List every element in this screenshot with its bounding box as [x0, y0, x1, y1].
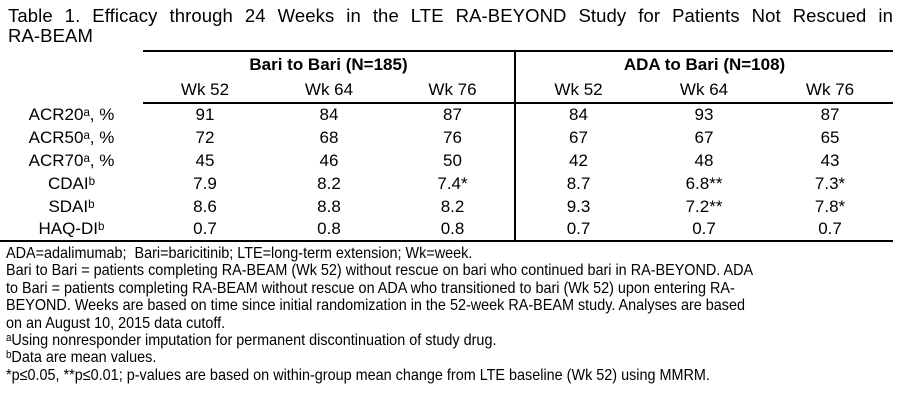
value-cell: 7.8* [814, 196, 846, 216]
week-header-row: Wk 52 Wk 64 Wk 76 Wk 52 Wk 64 Wk 76 [0, 78, 894, 104]
value-cell: 46 [319, 150, 339, 170]
week-header: Wk 76 [767, 78, 894, 104]
footnote-b: ᵇData are mean values. [6, 349, 157, 367]
value-cell: 8.6 [193, 196, 217, 216]
value-cell: 0.7 [767, 218, 894, 242]
value-cell: 42 [514, 149, 642, 172]
week-header-empty-cell [0, 78, 143, 103]
value-cell: 84 [319, 105, 339, 124]
table-title: Table 1. Efficacy through 24 Weeks in th… [8, 6, 893, 46]
row-label: ACR70ᵃ, % [28, 150, 115, 170]
value-cell: 76 [443, 127, 462, 147]
group-header-bari-to-bari: Bari to Bari (N=185) [143, 50, 516, 78]
value-cell: 68 [319, 127, 339, 147]
value-cell: 0.8 [267, 218, 391, 242]
row-label: ACR20ᵃ, % [28, 104, 115, 124]
table-row-cdai: CDAIᵇ 7.9 8.2 7.4* 8.7 6.8** 7.3* [0, 172, 893, 195]
table-title-line2: RA-BEAM [8, 25, 93, 46]
efficacy-table: Bari to Bari (N=185) ADA to Bari (N=108)… [0, 50, 894, 242]
value-cell: 45 [195, 150, 215, 170]
row-label: SDAIᵇ [48, 196, 95, 216]
value-cell: 72 [195, 127, 215, 147]
value-cell: 50 [443, 150, 462, 170]
value-cell: 93 [694, 105, 714, 124]
table-row-acr70: ACR70ᵃ, % 45 46 50 42 48 43 [0, 149, 893, 172]
value-cell: 9.3 [514, 195, 642, 218]
group-header-row: Bari to Bari (N=185) ADA to Bari (N=108) [0, 50, 894, 78]
footnotes: ADA=adalimumab; Bari=baricitinib; LTE=lo… [6, 245, 906, 384]
footnote-definition-line: BEYOND. Weeks are based on time since in… [6, 297, 746, 315]
value-cell: 8.8 [317, 196, 341, 216]
value-cell: 67 [694, 127, 714, 147]
value-cell: 91 [195, 105, 215, 124]
row-label: HAQ-DIᵇ [0, 218, 143, 242]
table-row-sdai: SDAIᵇ 8.6 8.8 8.2 9.3 7.2** 7.8* [0, 195, 893, 218]
week-header: Wk 52 [143, 78, 267, 104]
value-cell: 87 [820, 105, 840, 124]
value-cell: 7.4* [437, 173, 468, 193]
value-cell: 8.2 [317, 173, 341, 193]
value-cell: 0.8 [391, 218, 516, 242]
value-cell: 67 [514, 126, 642, 149]
value-cell: 7.9 [193, 173, 217, 193]
value-cell: 0.7 [641, 218, 768, 242]
footnote-definition-line: to Bari = patients completing RA-BEAM wi… [6, 279, 735, 297]
footnote-a: ᵃUsing nonresponder imputation for perma… [6, 331, 497, 349]
week-header: Wk 64 [267, 78, 391, 104]
value-cell: 0.7 [514, 218, 642, 242]
value-cell: 65 [820, 127, 840, 147]
value-cell: 8.7 [514, 172, 642, 195]
row-label: ACR50ᵃ, % [28, 127, 115, 147]
value-cell: 7.2** [685, 196, 723, 216]
week-header: Wk 64 [641, 78, 768, 104]
footnote-abbreviations: ADA=adalimumab; Bari=baricitinib; LTE=lo… [6, 245, 473, 262]
footnote-definition-line: Bari to Bari = patients completing RA-BE… [6, 262, 754, 280]
value-cell: 43 [820, 150, 840, 170]
corner-empty-cell [0, 51, 143, 78]
footnote-pvalues: *p≤0.05, **p≤0.01; p-values are based on… [6, 366, 710, 384]
value-cell: 6.8** [685, 173, 723, 193]
table-row-acr20: ACR20ᵃ, % 91 84 87 84 93 87 [0, 103, 893, 126]
table-row-acr50: ACR50ᵃ, % 72 68 76 67 67 65 [0, 126, 893, 149]
week-header: Wk 52 [514, 78, 642, 104]
row-label: CDAIᵇ [47, 173, 96, 193]
value-cell: 48 [694, 150, 714, 170]
value-cell: 8.2 [440, 196, 465, 216]
value-cell: 84 [514, 103, 642, 126]
table-title-line1: Table 1. Efficacy through 24 Weeks in th… [8, 5, 893, 26]
table-row-haqdi: HAQ-DIᵇ 0.7 0.8 0.8 0.7 0.7 0.7 [0, 218, 894, 242]
group-header-ada-to-bari: ADA to Bari (N=108) [514, 50, 894, 78]
footnote-definition-line: on an August 10, 2015 data cutoff. [6, 314, 226, 332]
value-cell: 87 [443, 105, 462, 124]
value-cell: 0.7 [143, 218, 267, 242]
value-cell: 7.3* [814, 173, 846, 193]
week-header: Wk 76 [391, 78, 516, 104]
